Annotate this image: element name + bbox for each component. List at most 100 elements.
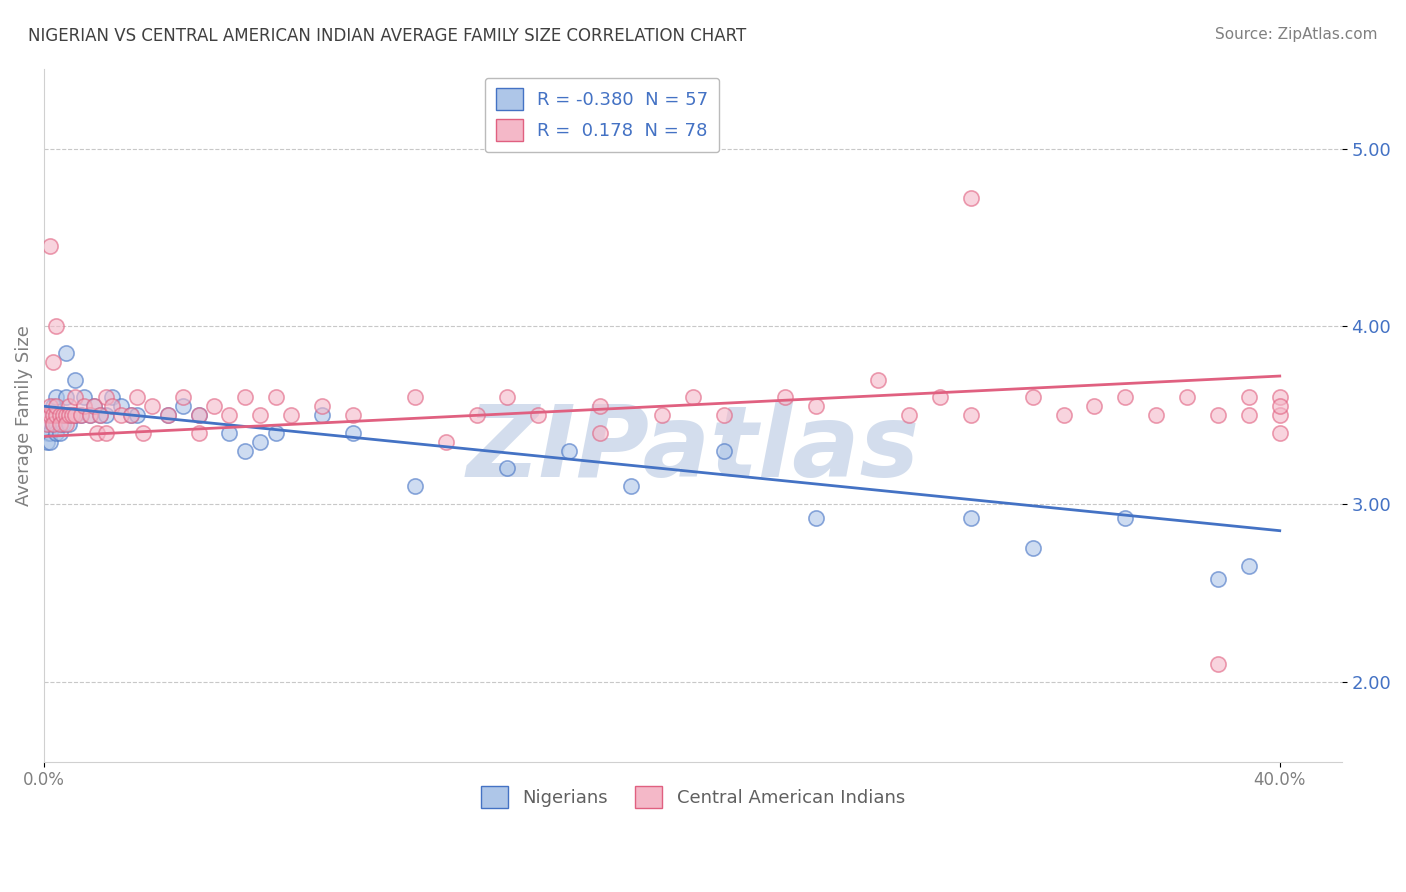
Point — [52, 408, 75, 422]
Point — [434, 434, 457, 449]
Point — [589, 425, 612, 440]
Point — [156, 408, 179, 422]
Point — [1083, 399, 1105, 413]
Point — [37, 425, 59, 440]
Point — [37, 417, 59, 431]
Point — [55, 417, 77, 431]
Point — [120, 408, 142, 422]
Point — [48, 408, 70, 422]
Point — [45, 417, 67, 431]
Text: ZIPatlas: ZIPatlas — [467, 401, 920, 499]
Point — [58, 417, 80, 431]
Point — [39, 434, 62, 449]
Point — [63, 390, 86, 404]
Point — [45, 425, 67, 440]
Point — [465, 408, 488, 422]
Point — [94, 390, 117, 404]
Point — [280, 408, 302, 422]
Point — [404, 390, 426, 404]
Point — [404, 479, 426, 493]
Point — [63, 373, 86, 387]
Point — [141, 399, 163, 413]
Point — [1175, 390, 1198, 404]
Point — [233, 443, 256, 458]
Point — [558, 443, 581, 458]
Point — [42, 417, 65, 431]
Point — [496, 390, 519, 404]
Point — [132, 425, 155, 440]
Point — [342, 425, 364, 440]
Point — [959, 408, 981, 422]
Point — [713, 408, 735, 422]
Point — [83, 399, 105, 413]
Point — [55, 408, 77, 422]
Point — [218, 425, 240, 440]
Point — [39, 417, 62, 431]
Point — [187, 408, 209, 422]
Point — [775, 390, 797, 404]
Point — [48, 408, 70, 422]
Point — [58, 399, 80, 413]
Point — [94, 425, 117, 440]
Point — [806, 399, 828, 413]
Point — [42, 399, 65, 413]
Point — [37, 434, 59, 449]
Point — [620, 479, 643, 493]
Point — [37, 408, 59, 422]
Point — [233, 390, 256, 404]
Point — [125, 408, 148, 422]
Point — [63, 408, 86, 422]
Point — [202, 399, 225, 413]
Point — [48, 417, 70, 431]
Point — [52, 417, 75, 431]
Point — [42, 408, 65, 422]
Point — [39, 425, 62, 440]
Point — [172, 390, 194, 404]
Point — [682, 390, 704, 404]
Point — [89, 408, 111, 422]
Point — [45, 319, 67, 334]
Point — [898, 408, 921, 422]
Point — [713, 443, 735, 458]
Point — [37, 417, 59, 431]
Y-axis label: Average Family Size: Average Family Size — [15, 325, 32, 506]
Point — [806, 511, 828, 525]
Point — [52, 408, 75, 422]
Point — [1206, 408, 1229, 422]
Point — [39, 239, 62, 253]
Point — [1114, 511, 1136, 525]
Point — [42, 355, 65, 369]
Point — [45, 408, 67, 422]
Point — [37, 408, 59, 422]
Text: NIGERIAN VS CENTRAL AMERICAN INDIAN AVERAGE FAMILY SIZE CORRELATION CHART: NIGERIAN VS CENTRAL AMERICAN INDIAN AVER… — [28, 27, 747, 45]
Point — [1268, 408, 1291, 422]
Point — [496, 461, 519, 475]
Point — [1237, 408, 1260, 422]
Point — [1021, 390, 1043, 404]
Point — [73, 390, 96, 404]
Point — [79, 408, 101, 422]
Point — [1052, 408, 1074, 422]
Point — [70, 408, 93, 422]
Point — [45, 390, 67, 404]
Point — [1237, 390, 1260, 404]
Point — [187, 425, 209, 440]
Point — [89, 408, 111, 422]
Point — [110, 399, 132, 413]
Point — [39, 408, 62, 422]
Point — [311, 399, 333, 413]
Point — [1237, 559, 1260, 574]
Point — [651, 408, 673, 422]
Point — [1144, 408, 1167, 422]
Point — [311, 408, 333, 422]
Point — [1268, 425, 1291, 440]
Point — [79, 408, 101, 422]
Point — [55, 346, 77, 360]
Point — [39, 408, 62, 422]
Point — [187, 408, 209, 422]
Point — [1021, 541, 1043, 556]
Point — [959, 511, 981, 525]
Point — [39, 399, 62, 413]
Point — [63, 408, 86, 422]
Point — [58, 408, 80, 422]
